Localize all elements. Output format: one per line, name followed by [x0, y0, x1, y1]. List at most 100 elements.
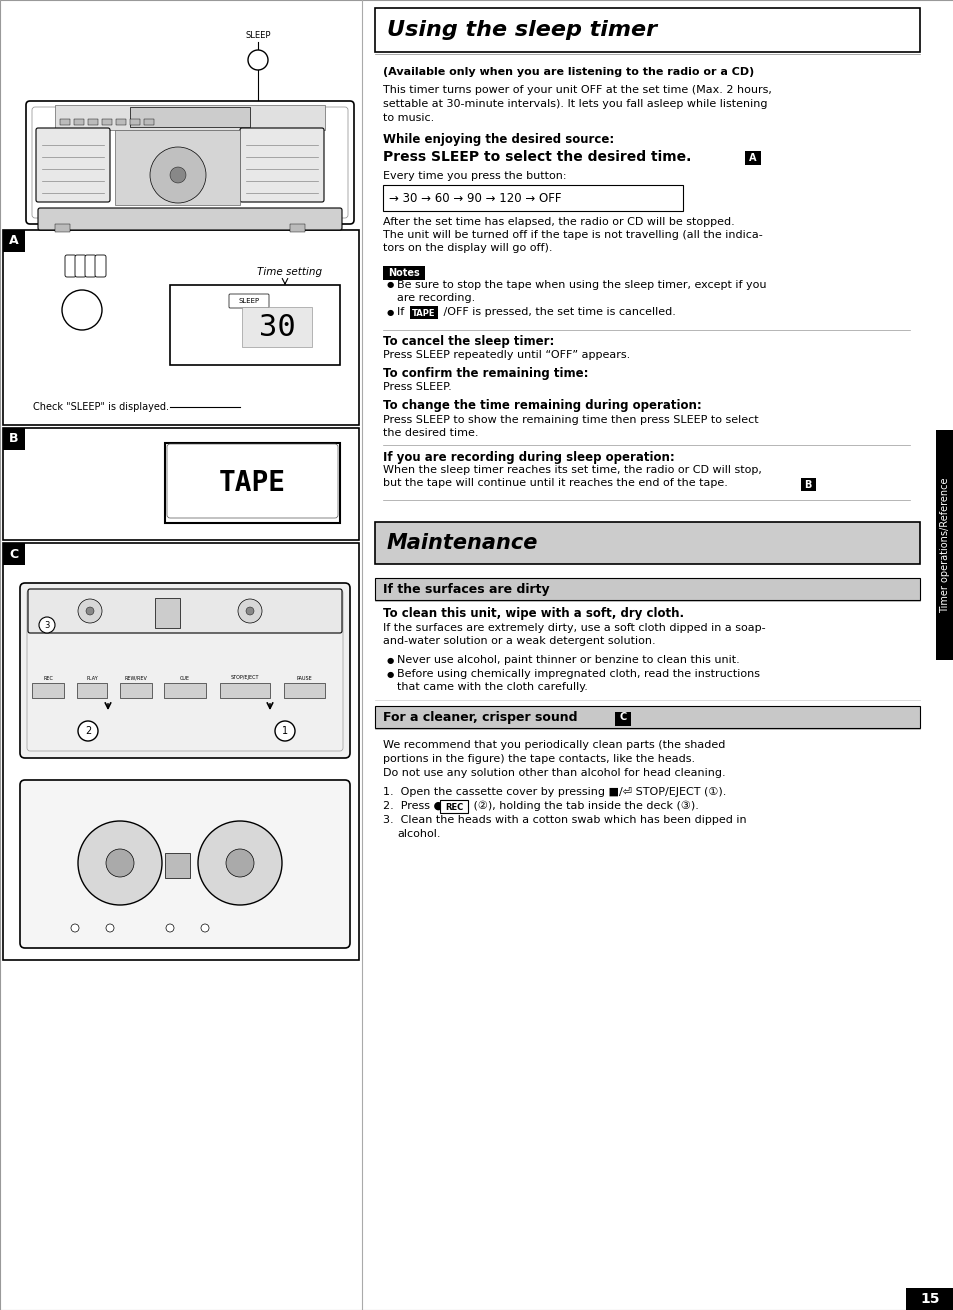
- Bar: [801, 478, 815, 491]
- FancyBboxPatch shape: [229, 293, 269, 308]
- Text: the desired time.: the desired time.: [382, 428, 478, 438]
- Text: 3: 3: [44, 621, 50, 630]
- Text: /OFF is pressed, the set time is cancelled.: /OFF is pressed, the set time is cancell…: [439, 307, 675, 317]
- FancyBboxPatch shape: [26, 101, 354, 224]
- Text: If the surfaces are extremely dirty, use a soft cloth dipped in a soap-: If the surfaces are extremely dirty, use…: [382, 624, 765, 633]
- Text: ●: ●: [387, 655, 394, 664]
- Text: Every time you press the button:: Every time you press the button:: [382, 172, 566, 181]
- Circle shape: [78, 599, 102, 624]
- Text: C: C: [618, 713, 626, 722]
- Bar: [115, 130, 240, 204]
- Bar: [744, 151, 760, 165]
- Bar: [102, 119, 112, 124]
- FancyBboxPatch shape: [20, 583, 350, 758]
- Bar: [60, 119, 70, 124]
- Bar: [165, 853, 190, 878]
- Text: The unit will be turned off if the tape is not travelling (all the indica-: The unit will be turned off if the tape …: [382, 231, 762, 240]
- FancyBboxPatch shape: [75, 255, 86, 276]
- Bar: [116, 119, 126, 124]
- Text: REC: REC: [444, 803, 462, 811]
- Bar: [74, 119, 84, 124]
- Text: For a cleaner, crisper sound: For a cleaner, crisper sound: [382, 710, 581, 723]
- Circle shape: [71, 924, 79, 931]
- Text: If: If: [396, 307, 407, 317]
- Bar: [382, 266, 424, 280]
- Text: to music.: to music.: [382, 113, 434, 123]
- Text: After the set time has elapsed, the radio or CD will be stopped.: After the set time has elapsed, the radi…: [382, 217, 734, 227]
- Circle shape: [78, 821, 162, 905]
- Text: B: B: [10, 432, 19, 445]
- Bar: [410, 307, 437, 320]
- Bar: [375, 8, 919, 52]
- Text: Before using chemically impregnated cloth, read the instructions: Before using chemically impregnated clot…: [396, 669, 760, 679]
- Text: Using the sleep timer: Using the sleep timer: [387, 20, 657, 41]
- Text: Press SLEEP repeatedly until “OFF” appears.: Press SLEEP repeatedly until “OFF” appea…: [382, 350, 630, 360]
- Text: 1: 1: [282, 726, 288, 736]
- Bar: [3, 231, 358, 424]
- Circle shape: [170, 166, 186, 183]
- Circle shape: [166, 924, 173, 931]
- FancyBboxPatch shape: [36, 128, 110, 202]
- Text: REW/REV: REW/REV: [125, 676, 148, 680]
- Text: Press SLEEP to show the remaining time then press SLEEP to select: Press SLEEP to show the remaining time t…: [382, 415, 758, 424]
- Bar: [130, 119, 140, 124]
- FancyBboxPatch shape: [38, 208, 341, 231]
- Text: that came with the cloth carefully.: that came with the cloth carefully.: [396, 683, 587, 692]
- Text: If the surfaces are dirty: If the surfaces are dirty: [382, 583, 549, 596]
- Text: We recommend that you periodically clean parts (the shaded: We recommend that you periodically clean…: [382, 740, 724, 751]
- Text: A: A: [10, 234, 19, 248]
- Bar: [3, 231, 25, 252]
- Bar: [88, 119, 98, 124]
- Text: SLEEP: SLEEP: [67, 267, 93, 276]
- Bar: [3, 428, 358, 540]
- Text: PLAY: PLAY: [86, 676, 98, 680]
- Text: This timer turns power of your unit OFF at the set time (Max. 2 hours,: This timer turns power of your unit OFF …: [382, 85, 771, 96]
- Text: and-water solution or a weak detergent solution.: and-water solution or a weak detergent s…: [382, 635, 655, 646]
- Text: Notes: Notes: [388, 269, 419, 278]
- Text: TAPE: TAPE: [412, 308, 436, 317]
- Text: To change the time remaining during operation:: To change the time remaining during oper…: [382, 400, 701, 413]
- FancyBboxPatch shape: [20, 779, 350, 948]
- Text: REC: REC: [43, 676, 52, 680]
- Text: To clean this unit, wipe with a soft, dry cloth.: To clean this unit, wipe with a soft, dr…: [382, 608, 683, 621]
- Bar: [220, 683, 270, 698]
- Bar: [3, 544, 358, 960]
- Text: TAPE: TAPE: [218, 469, 285, 496]
- Text: Do not use any solution other than alcohol for head cleaning.: Do not use any solution other than alcoh…: [382, 768, 725, 778]
- Text: portions in the figure) the tape contacts, like the heads.: portions in the figure) the tape contact…: [382, 755, 695, 764]
- Text: ●: ●: [387, 308, 394, 317]
- Text: Timer operations/Reference: Timer operations/Reference: [939, 477, 949, 613]
- FancyBboxPatch shape: [65, 255, 76, 276]
- Circle shape: [150, 147, 206, 203]
- Bar: [615, 713, 630, 726]
- Bar: [935, 430, 953, 660]
- Text: 1.  Open the cassette cover by pressing ■/⏎ STOP/EJECT (①).: 1. Open the cassette cover by pressing ■…: [382, 787, 725, 796]
- Bar: [32, 683, 64, 698]
- Circle shape: [86, 607, 94, 614]
- Text: 3.  Clean the heads with a cotton swab which has been dipped in: 3. Clean the heads with a cotton swab wh…: [382, 815, 746, 825]
- Bar: [3, 544, 25, 565]
- Text: Press SLEEP.: Press SLEEP.: [382, 383, 452, 392]
- Text: Check "SLEEP" is displayed.: Check "SLEEP" is displayed.: [33, 402, 169, 413]
- Text: PAUSE: PAUSE: [296, 676, 312, 680]
- Text: are recording.: are recording.: [396, 293, 475, 303]
- Text: settable at 30-minute intervals). It lets you fall asleep while listening: settable at 30-minute intervals). It let…: [382, 100, 767, 109]
- Bar: [130, 107, 250, 127]
- FancyBboxPatch shape: [240, 128, 324, 202]
- FancyBboxPatch shape: [85, 255, 96, 276]
- Bar: [120, 683, 152, 698]
- Bar: [55, 224, 70, 232]
- Circle shape: [237, 599, 262, 624]
- Circle shape: [274, 721, 294, 741]
- Circle shape: [39, 617, 55, 633]
- Text: Time setting: Time setting: [257, 267, 322, 276]
- Text: SLEEP: SLEEP: [238, 297, 259, 304]
- Text: To cancel the sleep timer:: To cancel the sleep timer:: [382, 334, 554, 347]
- Text: → 30 → 60 → 90 → 120 → OFF: → 30 → 60 → 90 → 120 → OFF: [389, 191, 561, 204]
- Bar: [170, 286, 339, 365]
- Bar: [165, 443, 339, 523]
- Bar: [382, 185, 682, 211]
- Circle shape: [62, 290, 102, 330]
- Text: 2.  Press ●: 2. Press ●: [382, 800, 446, 811]
- Bar: [144, 119, 153, 124]
